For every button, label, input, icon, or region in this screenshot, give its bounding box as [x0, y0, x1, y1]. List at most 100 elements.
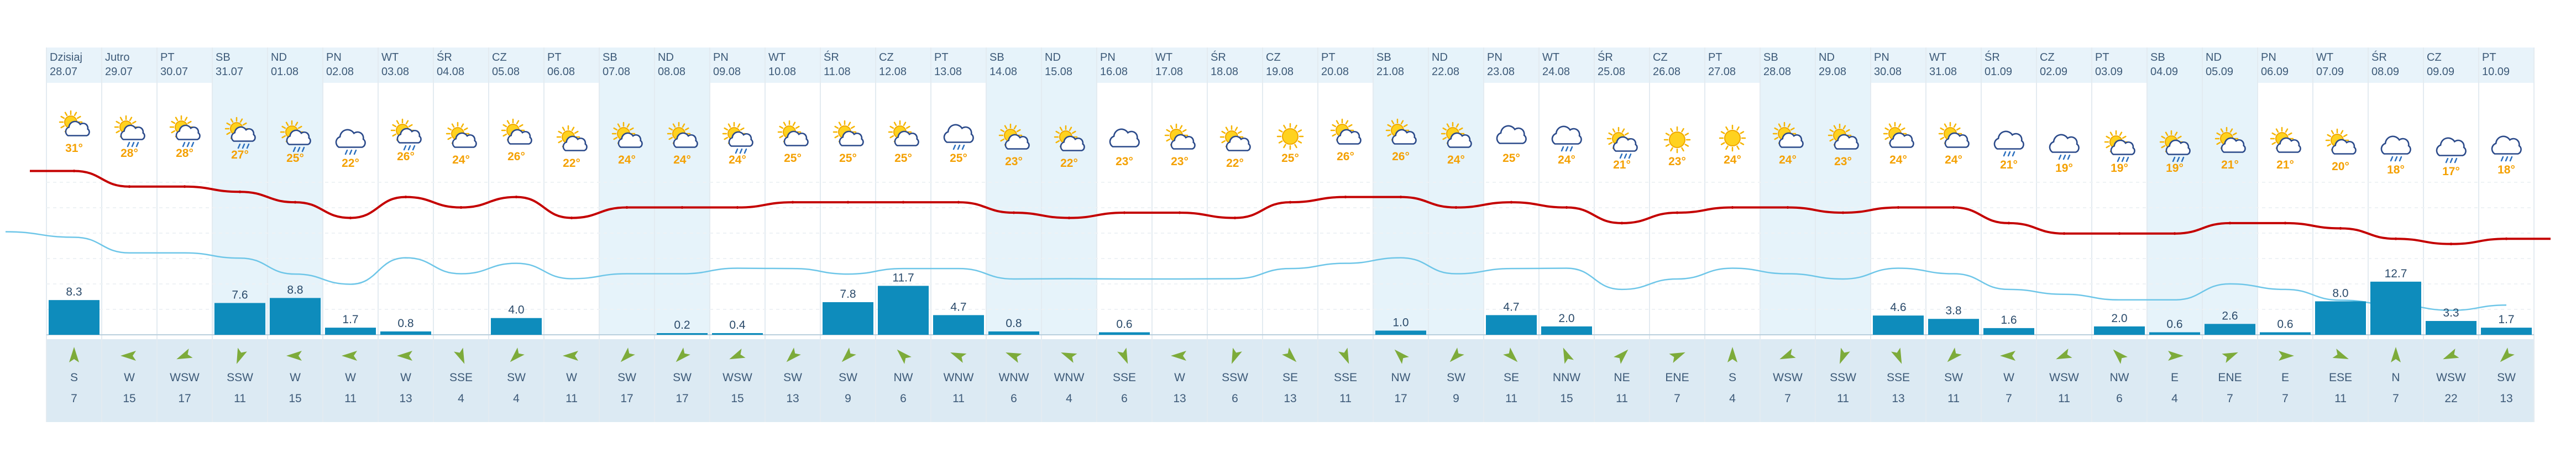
temperature-label: 25° [1502, 152, 1520, 165]
temperature-label: 19° [2055, 162, 2073, 175]
wind-arrow-icon [1779, 349, 1796, 360]
cloud-icon [1496, 125, 1527, 144]
sun-ray [396, 120, 400, 125]
cloud-rain-icon [1993, 130, 2024, 157]
precipitation-bar [1983, 328, 2034, 335]
temperature-label: 25° [894, 152, 912, 165]
wind-arrow-shape [676, 347, 690, 362]
temperature-point [625, 206, 629, 209]
wind-direction: SSE [1113, 371, 1136, 384]
wind-arrow-icon [620, 347, 635, 362]
day-name: WT [768, 51, 786, 64]
wind-direction: ENE [2218, 371, 2242, 384]
wind-direction: N [2391, 371, 2400, 384]
sun-cloud-rain-icon [1606, 127, 1638, 159]
sun-ray [116, 120, 121, 124]
precipitation-bar [1928, 319, 1979, 335]
temperature-point [570, 216, 573, 219]
sun-ray [2271, 132, 2276, 136]
wind-speed: 6 [1232, 392, 1238, 405]
rain-drop [237, 143, 241, 149]
sun-cloud-icon [1772, 122, 1804, 148]
wind-arrow-shape [286, 351, 302, 361]
wind-arrow-shape [1282, 347, 1297, 362]
wind-arrow-icon [950, 352, 967, 363]
precipitation-bar [712, 333, 763, 335]
rain-drop [2500, 156, 2504, 162]
precipitation-bar [270, 298, 321, 335]
wind-arrow-shape [2113, 349, 2128, 364]
sun-ray [2343, 134, 2348, 138]
precipitation-value: 8.8 [287, 283, 303, 296]
rain-drop [2454, 157, 2458, 164]
wind-arrow-icon [1282, 347, 1297, 362]
rain-drop [2505, 156, 2509, 162]
precipitation-value: 12.7 [2385, 267, 2407, 280]
sun-ray [405, 120, 409, 125]
sun-cloud-icon [667, 122, 698, 148]
temperature-label: 18° [2498, 164, 2515, 176]
sun-ray [1332, 133, 1337, 137]
sun-ray [2161, 135, 2166, 139]
sun-ray [571, 127, 575, 131]
day-date: 26.08 [1653, 66, 1680, 78]
wind-arrow-icon [1232, 347, 1242, 364]
day-name: PT [160, 51, 175, 64]
day-header-row: Dzisiaj 28.07 Jutro 29.07 PT 30.07 SB 31.07 ND 01… [50, 50, 2510, 78]
sun-ray [613, 136, 618, 140]
precipitation-value: 2.0 [2111, 312, 2127, 325]
sun-ray [682, 123, 685, 128]
cloud-shape [1226, 135, 1251, 151]
day-name: PN [326, 51, 342, 64]
sun-ray [1221, 130, 1226, 134]
day-date: 31.07 [216, 66, 243, 78]
day-date: 24.08 [1542, 66, 1570, 78]
wind-direction: SSE [449, 371, 473, 384]
day-name: PT [934, 51, 949, 64]
wind-arrow-icon [454, 347, 465, 364]
wind-direction: NNW [1553, 371, 1580, 384]
wind-speed: 11 [952, 392, 965, 405]
sun-ray [1681, 147, 1684, 152]
day-date: 19.08 [1266, 66, 1294, 78]
cloud-shape [1944, 132, 1970, 148]
sun-ray [1170, 125, 1174, 130]
wind-speed: 15 [123, 392, 135, 405]
day-date: 01.08 [271, 66, 299, 78]
wind-speed: 17 [1394, 392, 1407, 405]
cloud-shape [1993, 130, 2024, 150]
wind-direction: W [345, 371, 356, 384]
wind-speed: 4 [2171, 392, 2178, 405]
wind-arrow-shape [1947, 347, 1962, 362]
temperature-point [1012, 211, 1015, 214]
wind-direction: SW [507, 371, 526, 384]
cloud-shape [335, 129, 366, 148]
cloud-shape [65, 120, 90, 136]
sun-ray [1944, 123, 1947, 128]
sun-ray [668, 127, 673, 131]
rain-drop [1619, 153, 1623, 159]
wind-arrow-icon [342, 351, 357, 361]
wind-direction: NW [894, 371, 913, 384]
sun-ray [2216, 132, 2221, 136]
sun-ray [1234, 127, 1238, 131]
sun-ray [2275, 128, 2279, 133]
sun-ray [1608, 132, 1613, 136]
rain-drop [127, 141, 130, 148]
day-name: Dzisiaj [50, 51, 82, 64]
precipitation-bar [2205, 324, 2255, 335]
wind-direction: NW [1391, 371, 1411, 384]
sun-ray [617, 123, 621, 128]
sun-ray [460, 123, 464, 128]
cloud-shape [562, 135, 588, 151]
wind-speed: 4 [1729, 392, 1736, 405]
sun-ray [1833, 125, 1837, 130]
cloud-shape [396, 128, 422, 144]
sun-ray [1455, 123, 1459, 128]
temperature-point [680, 206, 684, 209]
wind-arrow-shape [2279, 351, 2294, 361]
sun-ray [1225, 127, 1229, 131]
day-name: SB [1763, 51, 1778, 64]
sun-ray [889, 135, 894, 139]
temperature-point [2394, 237, 2397, 240]
